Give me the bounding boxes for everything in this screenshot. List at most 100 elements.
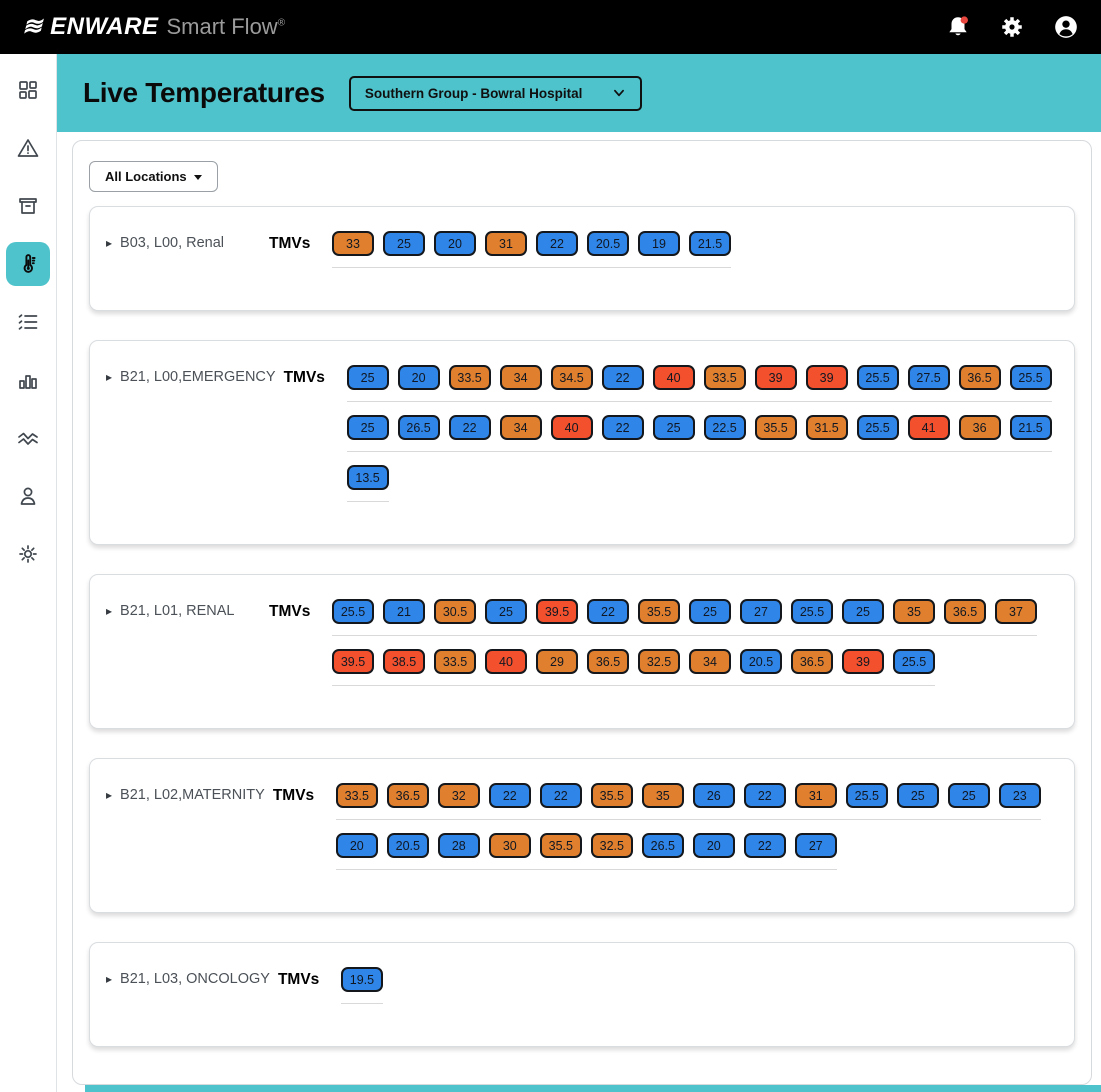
tmv-chip[interactable]: 35.5	[590, 783, 633, 808]
expand-caret-icon[interactable]: ▸	[106, 788, 113, 802]
tmv-chip[interactable]: 22	[539, 783, 582, 808]
tmv-chip[interactable]: 35.5	[638, 599, 680, 624]
tmv-chip[interactable]: 25	[896, 783, 939, 808]
tmv-chip[interactable]: 36.5	[958, 365, 1001, 390]
tmv-chip[interactable]: 20	[397, 365, 440, 390]
expand-caret-icon[interactable]: ▸	[106, 972, 113, 986]
tmv-chip[interactable]: 22	[601, 415, 644, 440]
tmv-chip[interactable]: 22	[587, 599, 629, 624]
tmv-chip[interactable]: 34	[689, 649, 731, 674]
tmv-chip[interactable]: 33	[332, 231, 374, 256]
tmv-chip[interactable]: 31.5	[805, 415, 848, 440]
tmv-chip[interactable]: 20	[434, 231, 476, 256]
tmv-chip[interactable]: 36.5	[386, 783, 429, 808]
tmv-chip[interactable]: 33.5	[448, 365, 491, 390]
tmv-chip[interactable]: 25	[383, 231, 425, 256]
expand-caret-icon[interactable]: ▸	[106, 604, 113, 618]
sidebar-item-archive[interactable]	[6, 184, 50, 228]
tmv-chip[interactable]: 20	[692, 833, 735, 858]
tmv-chip[interactable]: 25.5	[856, 365, 899, 390]
expand-caret-icon[interactable]: ▸	[106, 236, 113, 250]
tmv-chip[interactable]: 41	[907, 415, 950, 440]
tmv-chip[interactable]: 39.5	[332, 649, 374, 674]
tmv-chip[interactable]: 33.5	[703, 365, 746, 390]
tmv-chip[interactable]: 22	[536, 231, 578, 256]
tmv-chip[interactable]: 22	[743, 783, 786, 808]
tmv-chip[interactable]: 19.5	[340, 967, 383, 992]
tmv-chip[interactable]: 39.5	[536, 599, 578, 624]
tmv-chip[interactable]: 35.5	[754, 415, 797, 440]
tmv-chip[interactable]: 37	[995, 599, 1037, 624]
tmv-chip[interactable]: 26.5	[397, 415, 440, 440]
tmv-chip[interactable]: 40	[550, 415, 593, 440]
sidebar-item-trends[interactable]	[6, 416, 50, 460]
tmv-chip[interactable]: 40	[485, 649, 527, 674]
tmv-chip[interactable]: 26	[692, 783, 735, 808]
tmv-chip[interactable]: 25	[346, 415, 389, 440]
tmv-chip[interactable]: 23	[998, 783, 1041, 808]
tmv-chip[interactable]: 35	[893, 599, 935, 624]
location-label[interactable]: B21, L03, ONCOLOGY	[120, 971, 270, 987]
all-locations-dropdown[interactable]: All Locations	[89, 161, 218, 192]
sidebar-item-settings[interactable]	[6, 532, 50, 576]
tmv-chip[interactable]: 38.5	[383, 649, 425, 674]
tmv-chip[interactable]: 34	[499, 365, 542, 390]
expand-caret-icon[interactable]: ▸	[106, 370, 113, 384]
tmv-chip[interactable]: 25.5	[856, 415, 899, 440]
tmv-chip[interactable]: 21	[383, 599, 425, 624]
tmv-chip[interactable]: 25	[652, 415, 695, 440]
tmv-chip[interactable]: 40	[652, 365, 695, 390]
user-icon[interactable]	[1053, 14, 1079, 40]
tmv-chip[interactable]: 33.5	[335, 783, 378, 808]
tmv-chip[interactable]: 30.5	[434, 599, 476, 624]
tmv-chip[interactable]: 25.5	[893, 649, 935, 674]
tmv-chip[interactable]: 39	[754, 365, 797, 390]
tmv-chip[interactable]: 22	[601, 365, 644, 390]
sidebar-item-dashboard[interactable]	[6, 68, 50, 112]
bell-icon[interactable]	[945, 14, 971, 40]
tmv-chip[interactable]: 22	[448, 415, 491, 440]
tmv-chip[interactable]: 32.5	[590, 833, 633, 858]
tmv-chip[interactable]: 36.5	[944, 599, 986, 624]
tmv-chip[interactable]: 19	[638, 231, 680, 256]
tmv-chip[interactable]: 20.5	[740, 649, 782, 674]
tmv-chip[interactable]: 36	[958, 415, 1001, 440]
tmv-chip[interactable]: 21.5	[1009, 415, 1052, 440]
tmv-chip[interactable]: 35.5	[539, 833, 582, 858]
tmv-chip[interactable]: 25	[346, 365, 389, 390]
tmv-chip[interactable]: 34.5	[550, 365, 593, 390]
tmv-chip[interactable]: 35	[641, 783, 684, 808]
tmv-chip[interactable]: 22.5	[703, 415, 746, 440]
tmv-chip[interactable]: 39	[842, 649, 884, 674]
sidebar-item-users[interactable]	[6, 474, 50, 518]
location-label[interactable]: B21, L00,EMERGENCY	[120, 369, 276, 385]
tmv-chip[interactable]: 22	[743, 833, 786, 858]
tmv-chip[interactable]: 25	[947, 783, 990, 808]
tmv-chip[interactable]: 25	[689, 599, 731, 624]
tmv-chip[interactable]: 25	[485, 599, 527, 624]
tmv-chip[interactable]: 20.5	[386, 833, 429, 858]
tmv-chip[interactable]: 31	[485, 231, 527, 256]
tmv-chip[interactable]: 26.5	[641, 833, 684, 858]
tmv-chip[interactable]: 36.5	[791, 649, 833, 674]
tmv-chip[interactable]: 27	[794, 833, 837, 858]
tmv-chip[interactable]: 29	[536, 649, 578, 674]
tmv-chip[interactable]: 28	[437, 833, 480, 858]
location-label[interactable]: B03, L00, Renal	[120, 235, 225, 251]
tmv-chip[interactable]: 34	[499, 415, 542, 440]
sidebar-item-tasks[interactable]	[6, 300, 50, 344]
gear-icon[interactable]	[999, 14, 1025, 40]
tmv-chip[interactable]: 33.5	[434, 649, 476, 674]
tmv-chip[interactable]: 21.5	[689, 231, 731, 256]
tmv-chip[interactable]: 32.5	[638, 649, 680, 674]
sidebar-item-live-temperatures[interactable]	[6, 242, 50, 286]
tmv-chip[interactable]: 25	[842, 599, 884, 624]
tmv-chip[interactable]: 20	[335, 833, 378, 858]
tmv-chip[interactable]: 36.5	[587, 649, 629, 674]
location-label[interactable]: B21, L02,MATERNITY	[120, 787, 265, 803]
tmv-chip[interactable]: 25.5	[1009, 365, 1052, 390]
sidebar-item-alerts[interactable]	[6, 126, 50, 170]
tmv-chip[interactable]: 25.5	[332, 599, 374, 624]
site-dropdown[interactable]: Southern Group - Bowral Hospital	[348, 75, 643, 111]
sidebar-item-reports[interactable]	[6, 358, 50, 402]
